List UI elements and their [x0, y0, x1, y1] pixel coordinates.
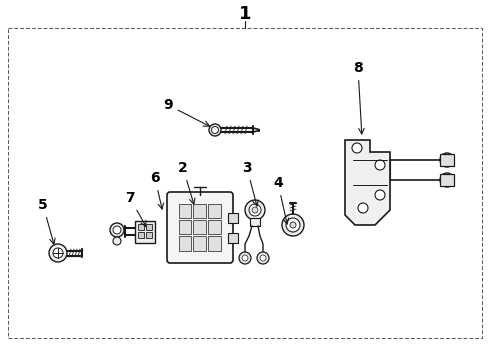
Bar [138, 232, 144, 238]
Circle shape [49, 244, 67, 262]
Bar [208, 220, 220, 234]
Bar [138, 224, 144, 230]
Circle shape [443, 176, 451, 184]
Circle shape [440, 153, 454, 167]
Text: 6: 6 [150, 171, 164, 209]
Circle shape [286, 218, 300, 232]
Circle shape [352, 143, 362, 153]
Text: 5: 5 [38, 198, 55, 244]
Text: 2: 2 [178, 161, 195, 204]
FancyBboxPatch shape [167, 192, 233, 263]
Circle shape [282, 214, 304, 236]
Circle shape [375, 160, 385, 170]
Polygon shape [345, 140, 390, 225]
Circle shape [260, 255, 266, 261]
Bar [193, 220, 206, 234]
Text: 1: 1 [239, 5, 251, 23]
Text: 7: 7 [125, 191, 146, 226]
Circle shape [290, 222, 296, 228]
Text: 8: 8 [353, 61, 364, 134]
Bar [208, 236, 220, 251]
Circle shape [440, 173, 454, 187]
Bar [193, 236, 206, 251]
Bar [178, 203, 191, 218]
Bar [228, 213, 238, 223]
Circle shape [239, 252, 251, 264]
Circle shape [252, 207, 258, 213]
Circle shape [113, 237, 121, 245]
Circle shape [110, 223, 124, 237]
Bar [228, 233, 238, 243]
Text: 3: 3 [242, 161, 258, 206]
Bar [178, 220, 191, 234]
Circle shape [212, 126, 219, 134]
Circle shape [257, 252, 269, 264]
Bar [250, 218, 260, 226]
Circle shape [245, 200, 265, 220]
Bar [146, 224, 152, 230]
Bar [146, 232, 152, 238]
Circle shape [209, 124, 221, 136]
Circle shape [358, 203, 368, 213]
Bar [440, 174, 454, 186]
Circle shape [375, 190, 385, 200]
Bar [208, 203, 220, 218]
Text: 4: 4 [273, 176, 289, 224]
Circle shape [249, 204, 261, 216]
Circle shape [242, 255, 248, 261]
Text: 9: 9 [163, 98, 209, 126]
Circle shape [113, 226, 121, 234]
Bar [440, 154, 454, 166]
Bar [135, 221, 155, 243]
Circle shape [443, 156, 451, 164]
Circle shape [53, 248, 63, 258]
Bar [178, 236, 191, 251]
Bar [193, 203, 206, 218]
